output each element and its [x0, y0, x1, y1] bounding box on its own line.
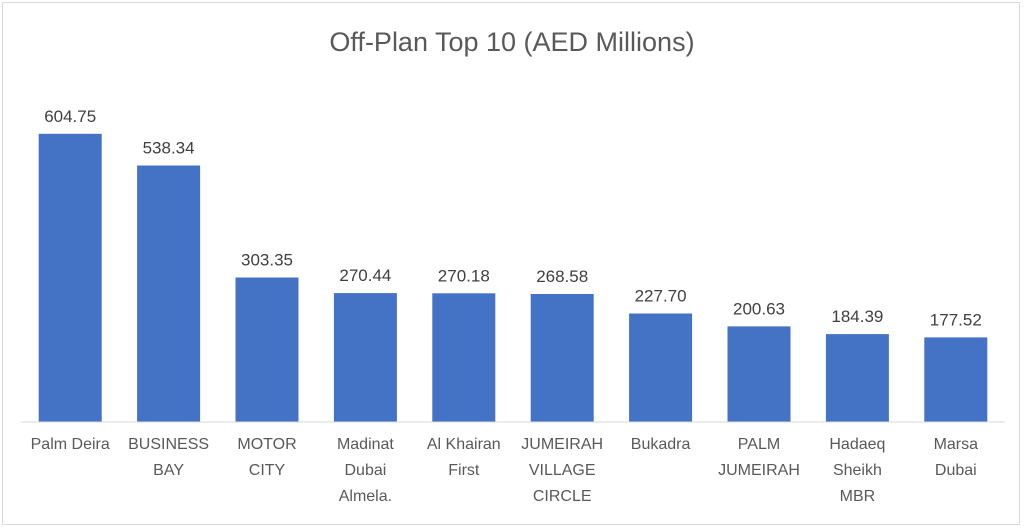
data-label-6: 268.58: [536, 267, 588, 286]
category-label-8: PALM JUMEIRAH: [718, 436, 800, 479]
category-label-line: Sheikh: [833, 462, 882, 479]
value-labels-group: 604.75 538.34 303.35 270.44 270.18 268.58 227.…: [44, 107, 982, 330]
bar-5: [432, 293, 496, 422]
category-label-line: BUSINESS: [128, 436, 209, 453]
category-label-line: Dubai: [344, 462, 386, 479]
category-label-6: JUMEIRAH VILLAGE CIRCLE: [521, 436, 603, 505]
category-label-line: Bukadra: [631, 436, 691, 453]
bar-1: [38, 133, 102, 423]
bar-9: [825, 334, 889, 422]
category-label-line: Marsa: [934, 436, 979, 453]
category-label-line: Almela.: [339, 488, 392, 505]
category-label-line: Hadaeq: [829, 436, 885, 453]
category-label-9: Hadaeq Sheikh MBR: [829, 436, 885, 505]
category-label-line: VILLAGE: [529, 462, 596, 479]
category-label-line: PALM: [738, 436, 780, 453]
bar-2: [137, 165, 201, 422]
data-label-1: 604.75: [44, 107, 96, 126]
category-label-3: MOTOR CITY: [237, 436, 296, 479]
data-label-9: 184.39: [831, 307, 883, 326]
data-label-7: 227.70: [635, 287, 687, 306]
chart-title: Off-Plan Top 10 (AED Millions): [329, 27, 694, 57]
category-label-line: BAY: [153, 462, 184, 479]
bar-7: [629, 313, 693, 422]
category-label-2: BUSINESS BAY: [128, 436, 209, 479]
category-label-line: CIRCLE: [533, 488, 592, 505]
data-label-2: 538.34: [143, 139, 195, 158]
data-label-10: 177.52: [930, 310, 982, 329]
bar-4: [333, 293, 397, 422]
data-label-4: 270.44: [339, 266, 391, 285]
bar-6: [530, 294, 594, 422]
bar-chart: Off-Plan Top 10 (AED Millions) 604.75 538…: [21, 27, 1005, 505]
category-label-line: CITY: [249, 462, 286, 479]
bar-10: [924, 337, 988, 422]
category-label-line: JUMEIRAH: [718, 462, 800, 479]
bar-8: [727, 326, 791, 422]
category-label-4: Madinat Dubai Almela.: [337, 436, 394, 505]
category-label-line: First: [448, 462, 480, 479]
category-label-7: Bukadra: [631, 436, 691, 453]
data-label-8: 200.63: [733, 299, 785, 318]
bar-3: [235, 277, 299, 422]
category-label-line: Al Khairan: [427, 436, 501, 453]
category-label-5: Al Khairan First: [427, 436, 501, 479]
category-label-line: Palm Deira: [31, 436, 110, 453]
data-label-5: 270.18: [438, 266, 490, 285]
category-labels-group: Palm Deira BUSINESS BAY MOTOR CITY Madinat Dub…: [31, 436, 978, 505]
category-label-line: Madinat: [337, 436, 394, 453]
category-label-line: JUMEIRAH: [521, 436, 603, 453]
bars-group: [38, 133, 988, 423]
category-label-line: Dubai: [935, 462, 977, 479]
category-label-line: MOTOR: [237, 436, 296, 453]
data-label-3: 303.35: [241, 251, 293, 270]
category-label-10: Marsa Dubai: [934, 436, 979, 479]
category-label-1: Palm Deira: [31, 436, 110, 453]
category-label-line: MBR: [840, 488, 876, 505]
